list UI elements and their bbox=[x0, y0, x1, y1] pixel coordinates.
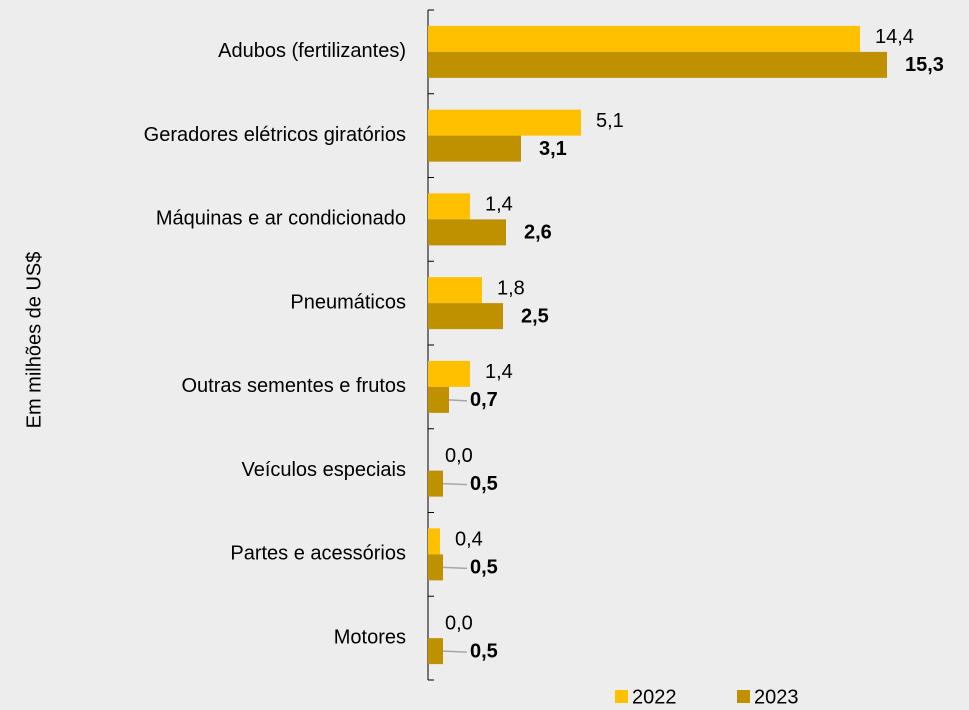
bar bbox=[428, 638, 443, 665]
category-label: Motores bbox=[334, 626, 406, 648]
legend-label: 2023 bbox=[754, 686, 799, 708]
category-label: Outras sementes e frutos bbox=[181, 375, 406, 397]
bar bbox=[428, 193, 470, 220]
category-label: Geradores elétricos giratórios bbox=[144, 124, 406, 146]
bar bbox=[428, 219, 506, 246]
bar bbox=[428, 303, 503, 330]
legend-label: 2022 bbox=[632, 686, 677, 708]
bar bbox=[428, 554, 443, 581]
bar bbox=[428, 528, 440, 555]
data-label: 0,0 bbox=[445, 612, 473, 634]
legend-swatch bbox=[737, 690, 750, 703]
data-label: 14,4 bbox=[875, 26, 914, 48]
data-label: 5,1 bbox=[596, 110, 624, 132]
bar bbox=[428, 386, 449, 413]
data-label: 0,5 bbox=[470, 557, 498, 579]
data-label: 1,4 bbox=[485, 194, 513, 216]
bar bbox=[428, 277, 482, 304]
data-label: 0,7 bbox=[470, 389, 498, 411]
data-label: 0,4 bbox=[455, 529, 483, 551]
leader-line bbox=[442, 566, 468, 570]
category-label: Veículos especiais bbox=[241, 459, 406, 481]
bar bbox=[428, 51, 887, 78]
data-label: 3,1 bbox=[539, 138, 567, 160]
data-label: 1,4 bbox=[485, 361, 513, 383]
category-label: Máquinas e ar condicionado bbox=[156, 208, 406, 230]
bar bbox=[428, 470, 443, 497]
bar bbox=[428, 25, 860, 52]
leader-line bbox=[442, 650, 468, 653]
data-label: 2,5 bbox=[521, 305, 549, 327]
data-label: 2,6 bbox=[524, 222, 552, 244]
data-label: 0,0 bbox=[445, 445, 473, 467]
category-label: Partes e acessórios bbox=[230, 543, 406, 565]
data-label: 1,8 bbox=[497, 277, 525, 299]
data-label: 0,5 bbox=[470, 640, 498, 662]
bar bbox=[428, 135, 521, 162]
data-label: 0,5 bbox=[470, 473, 498, 495]
data-label: 15,3 bbox=[905, 54, 944, 76]
category-label: Pneumáticos bbox=[290, 291, 406, 313]
category-label: Adubos (fertilizantes) bbox=[218, 40, 406, 62]
leader-line bbox=[448, 399, 468, 402]
bar bbox=[428, 360, 470, 387]
y-axis-label: Em milhões de US$ bbox=[23, 252, 45, 429]
bar bbox=[428, 109, 581, 136]
legend-swatch bbox=[615, 690, 628, 703]
leader-line bbox=[442, 482, 468, 486]
